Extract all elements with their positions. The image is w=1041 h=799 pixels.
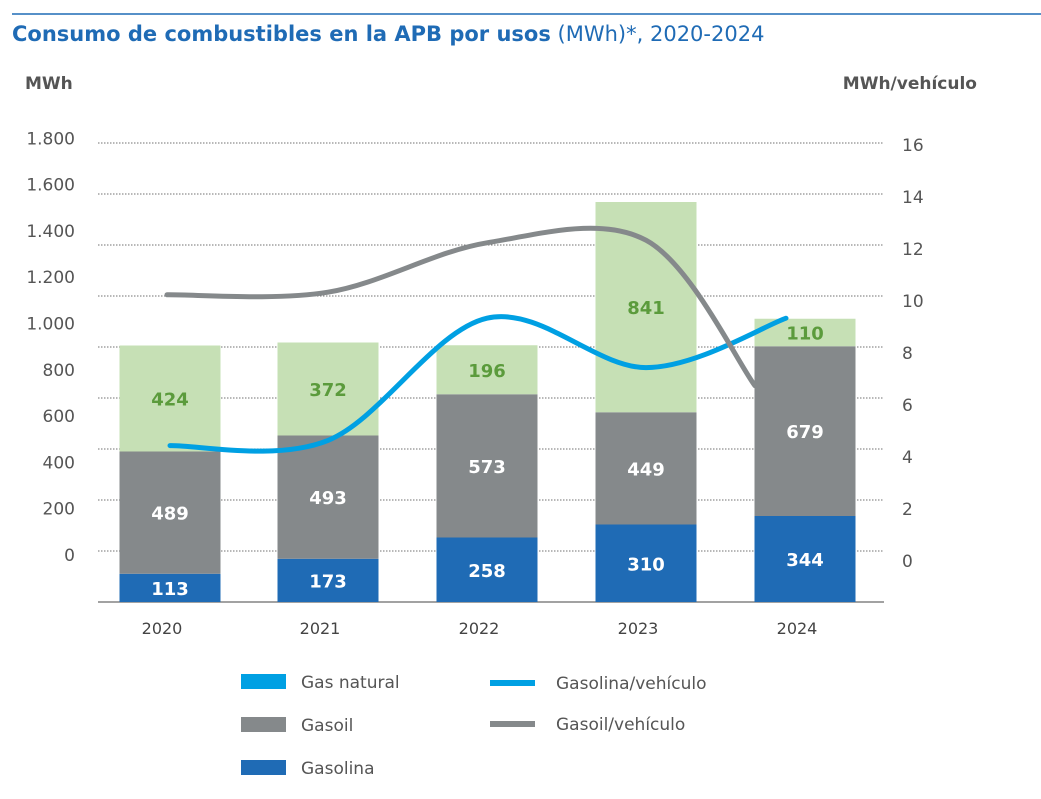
legend-line-swatch: [490, 680, 535, 686]
bar-gas-natural: [595, 202, 697, 413]
bar-gasoil: [754, 346, 856, 516]
bar-gasolina: [436, 537, 538, 602]
data-label: 113: [151, 579, 189, 600]
y-tick-label: 0: [64, 546, 75, 566]
y2-tick-label: 2: [902, 500, 913, 520]
bar-gasoil: [436, 394, 538, 538]
data-label: 110: [786, 324, 824, 345]
bar-gasolina: [754, 516, 856, 602]
data-label: 449: [627, 459, 665, 480]
data-label: 573: [468, 457, 506, 478]
y2-tick-label: 16: [902, 136, 924, 156]
data-label: 372: [309, 380, 347, 401]
y-tick-label: 1.200: [26, 268, 75, 288]
bar-gasolina: [595, 524, 697, 602]
legend-label: Gasolina: [301, 759, 375, 779]
legend-label: Gasoil: [301, 716, 353, 736]
bar-gas-natural: [436, 345, 538, 395]
y-tick-label: 1.000: [26, 315, 75, 335]
y2-tick-label: 6: [902, 396, 913, 416]
legend-label: Gas natural: [301, 673, 400, 693]
bar-gasoil: [277, 435, 379, 559]
bar-gasolina: [119, 573, 221, 602]
chart-title: Consumo de combustibles en la APB por us…: [12, 22, 764, 46]
x-tick-label: 2021: [300, 619, 341, 638]
y2-axis-label: MWh/vehículo: [843, 74, 977, 94]
y2-tick-label: 4: [902, 448, 913, 468]
y-tick-label: 200: [43, 500, 75, 520]
legend-swatch: [241, 717, 286, 732]
y-tick-label: 1.600: [26, 176, 75, 196]
data-label: 841: [627, 298, 665, 319]
legend-line-swatch: [490, 721, 535, 727]
y2-tick-label: 10: [902, 292, 924, 312]
data-label: 493: [309, 488, 347, 509]
legend-label: Gasolina/vehículo: [556, 674, 706, 694]
data-label: 173: [309, 571, 347, 592]
legend-swatch: [241, 760, 286, 775]
data-label: 679: [786, 422, 824, 443]
legend-label: Gasoil/vehículo: [556, 715, 685, 735]
data-label: 424: [151, 390, 189, 411]
x-tick-label: 2020: [142, 619, 183, 638]
data-label: 310: [627, 554, 665, 575]
x-tick-label: 2022: [459, 619, 500, 638]
data-label: 489: [151, 504, 189, 525]
y-tick-label: 1.800: [26, 129, 75, 149]
bar-gasoil: [119, 451, 221, 574]
data-label: 258: [468, 561, 506, 582]
x-tick-label: 2023: [618, 619, 659, 638]
x-tick-label: 2024: [777, 619, 818, 638]
bar-gas-natural: [119, 345, 221, 452]
line-gasolina-veh-culo: [167, 314, 789, 454]
y-tick-label: 400: [43, 453, 75, 473]
legend-swatch: [241, 674, 286, 689]
y2-tick-label: 12: [902, 240, 924, 260]
y2-tick-label: 0: [902, 552, 913, 572]
y-tick-label: 800: [43, 361, 75, 381]
data-label: 196: [468, 361, 506, 382]
y2-tick-label: 14: [902, 188, 924, 208]
data-label: 344: [786, 550, 824, 571]
y-tick-label: 1.400: [26, 222, 75, 242]
bar-gasolina: [277, 558, 379, 602]
y2-tick-label: 8: [902, 344, 913, 364]
line-gasoil-veh-culo: [164, 225, 758, 389]
y-axis-label: MWh: [25, 74, 73, 94]
y-tick-label: 600: [43, 407, 75, 427]
bar-gasoil: [595, 412, 697, 525]
